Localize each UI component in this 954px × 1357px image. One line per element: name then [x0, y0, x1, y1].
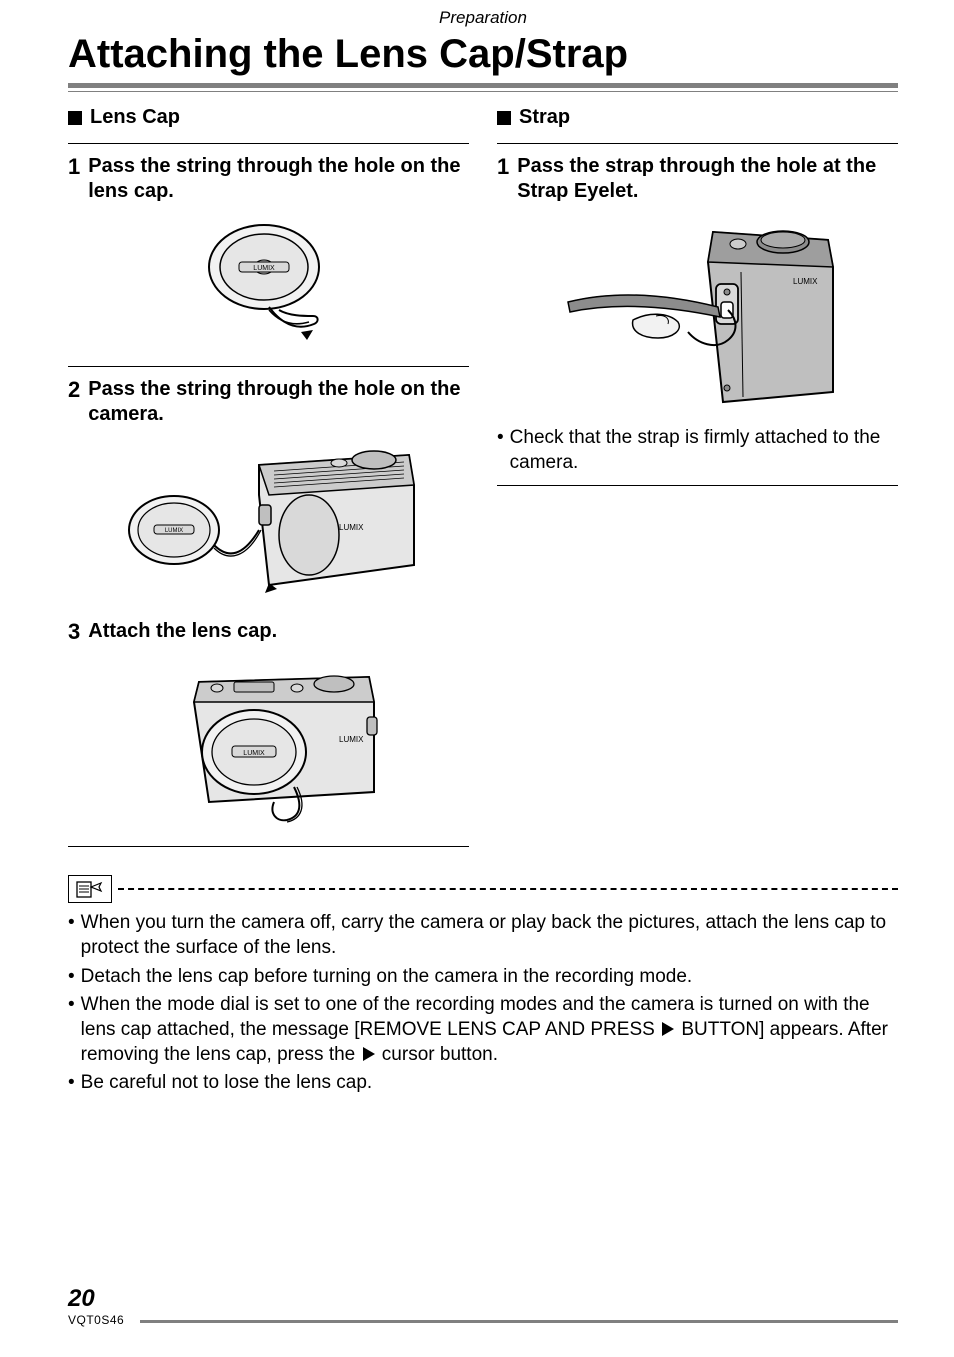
strap-step-1-number: 1 — [497, 154, 509, 204]
bottom-notes: • When you turn the camera off, carry th… — [68, 911, 898, 1096]
section-label: Preparation — [68, 8, 898, 28]
bottom-note-1-text: When you turn the camera off, carry the … — [81, 911, 898, 960]
bottom-note-4-text: Be careful not to lose the lens cap. — [81, 1071, 898, 1096]
square-bullet-icon — [497, 111, 511, 125]
step-1: 1 Pass the string through the hole on th… — [68, 154, 469, 204]
notes-divider — [68, 875, 898, 903]
bullet-dot-icon: • — [68, 911, 75, 960]
step-rule-1 — [68, 366, 469, 367]
square-bullet-icon — [68, 111, 82, 125]
svg-text:LUMIX: LUMIX — [339, 735, 364, 744]
figure-strap-eyelet: LUMIX — [497, 212, 898, 412]
strap-step-1: 1 Pass the strap through the hole at the… — [497, 154, 898, 204]
strap-note-1-text: Check that the strap is firmly attached … — [510, 426, 898, 475]
bn3-c: cursor button. — [377, 1044, 498, 1065]
svg-text:LUMIX: LUMIX — [793, 277, 818, 286]
page-title: Attaching the Lens Cap/Strap — [68, 32, 898, 77]
play-triangle-icon — [662, 1022, 674, 1036]
lens-cap-heading: Lens Cap — [68, 106, 469, 129]
left-column: Lens Cap 1 Pass the string through the h… — [68, 106, 469, 857]
svg-text:LUMIX: LUMIX — [253, 265, 275, 272]
bullet-dot-icon: • — [68, 1071, 75, 1096]
two-column-layout: Lens Cap 1 Pass the string through the h… — [68, 106, 898, 857]
step-2-text: Pass the string through the hole on the … — [88, 377, 469, 427]
svg-text:LUMIX: LUMIX — [164, 528, 182, 534]
bottom-note-2-text: Detach the lens cap before turning on th… — [81, 965, 898, 990]
right-sep — [497, 485, 898, 486]
figure-attach-cap: LUMIX LUMIX — [68, 652, 469, 832]
step-1-number: 1 — [68, 154, 80, 204]
svg-text:LUMIX: LUMIX — [243, 750, 265, 757]
strap-step-1-text: Pass the strap through the hole at the S… — [517, 154, 898, 204]
bullet-dot-icon: • — [68, 993, 75, 1067]
page-number: 20 — [68, 1285, 124, 1313]
step-2-number: 2 — [68, 377, 80, 427]
bottom-note-2: • Detach the lens cap before turning on … — [68, 965, 898, 990]
heading-rule-right — [497, 143, 898, 144]
step-rule-3 — [68, 846, 469, 847]
bottom-note-3: • When the mode dial is set to one of th… — [68, 993, 898, 1067]
bottom-note-1: • When you turn the camera off, carry th… — [68, 911, 898, 960]
step-1-text: Pass the string through the hole on the … — [88, 154, 469, 204]
strap-note-1: • Check that the strap is firmly attache… — [497, 426, 898, 475]
manual-page: Preparation Attaching the Lens Cap/Strap… — [0, 0, 954, 1357]
play-triangle-icon — [363, 1047, 375, 1061]
document-code: VQT0S46 — [68, 1313, 124, 1327]
strap-heading: Strap — [497, 106, 898, 129]
bottom-note-4: • Be careful not to lose the lens cap. — [68, 1071, 898, 1096]
dashed-line — [118, 888, 898, 890]
step-3-text: Attach the lens cap. — [88, 619, 469, 644]
heading-rule — [68, 143, 469, 144]
bottom-note-3-text: When the mode dial is set to one of the … — [81, 993, 898, 1067]
strap-heading-text: Strap — [519, 106, 570, 129]
step-3: 3 Attach the lens cap. — [68, 619, 469, 644]
bullet-dot-icon: • — [68, 965, 75, 990]
lens-cap-heading-text: Lens Cap — [90, 106, 180, 129]
step-2: 2 Pass the string through the hole on th… — [68, 377, 469, 427]
footer-rule — [140, 1320, 898, 1323]
svg-text:LUMIX: LUMIX — [339, 523, 364, 532]
note-icon — [68, 875, 112, 903]
title-rule — [68, 83, 898, 92]
page-footer: 20 VQT0S46 — [68, 1285, 124, 1327]
figure-lens-cap-string: LUMIX — [68, 212, 469, 352]
figure-camera-string: LUMIX LUMIX — [68, 435, 469, 605]
bullet-dot-icon: • — [497, 426, 504, 475]
right-column: Strap 1 Pass the strap through the hole … — [497, 106, 898, 857]
step-3-number: 3 — [68, 619, 80, 644]
